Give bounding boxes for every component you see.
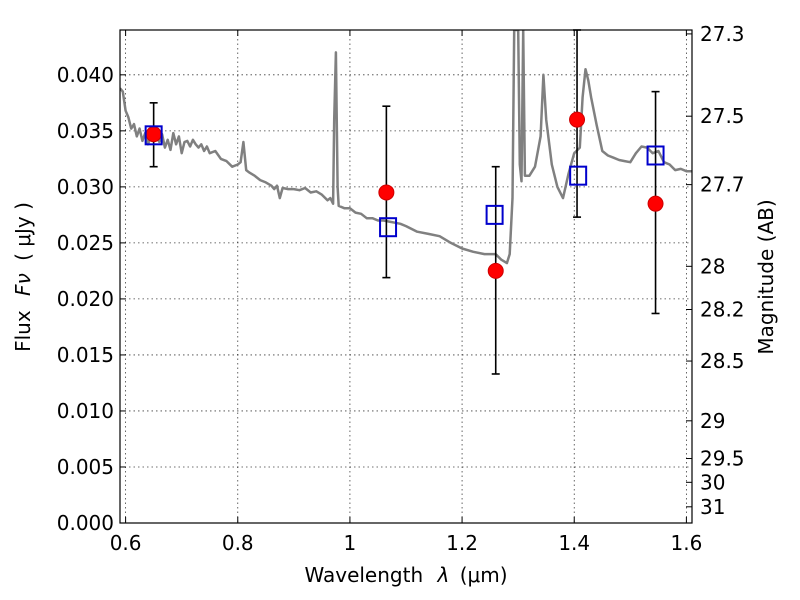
model-point: [379, 217, 398, 238]
y-tick-label: 0.005: [57, 455, 114, 479]
y-axis-label-symbol: Fν: [11, 273, 35, 296]
model-point: [485, 204, 504, 225]
y-tick-label: 0.000: [57, 511, 114, 535]
y2-tick-label: 27.7: [700, 173, 745, 197]
y2-tick-label: 31: [700, 495, 725, 519]
observed-point: [487, 262, 504, 279]
x-axis-label: Wavelength λ (μm): [304, 563, 507, 587]
y-tick-label: 0.010: [57, 399, 114, 423]
y-axis-label: Flux Fν ( μJy ): [11, 202, 35, 352]
y-tick-label: 0.040: [57, 63, 114, 87]
x-tick-label: 1: [344, 531, 357, 555]
y2-tick-label: 28: [700, 254, 725, 278]
y2-tick-label: 28.2: [700, 298, 745, 322]
y2-tick-label: 29.5: [700, 447, 745, 471]
y-tick-label: 0.025: [57, 231, 114, 255]
observed-point: [647, 195, 664, 212]
data-layer: [120, 29, 692, 375]
grid-layer: [120, 30, 692, 524]
plot-frame: [119, 29, 693, 524]
y2-tick-label: 27.3: [700, 22, 745, 46]
x-axis-label-unit: (μm): [460, 563, 508, 587]
tick-layer: 0.6 0.8 1 1.2 1.4 1.6 0.000 0.005 0.010 0.015 0.02…: [57, 22, 745, 555]
model-point: [569, 165, 588, 186]
x-tick-label: 1.4: [558, 531, 590, 555]
y-tick-label: 0.030: [57, 175, 114, 199]
observed-point: [569, 111, 586, 128]
y2-tick-label: 27.5: [700, 104, 745, 128]
y-tick-label: 0.015: [57, 343, 114, 367]
y2-tick-label: 29: [700, 409, 725, 433]
y2-tick-label: 28.5: [700, 349, 745, 373]
model-point: [144, 125, 163, 146]
observed-point: [378, 184, 395, 201]
clipped-data: [120, 30, 692, 265]
x-axis-label-symbol: λ: [437, 563, 450, 587]
y2-tick-label: 30: [700, 470, 725, 494]
observed-point: [145, 126, 162, 143]
x-axis-label-text: Wavelength: [304, 563, 423, 587]
y-tick-label: 0.035: [57, 119, 114, 143]
y-axis-label-text: Flux: [11, 310, 35, 352]
x-tick-label: 1.6: [670, 531, 702, 555]
spectrum-line: [120, 30, 692, 265]
x-tick-label: 1.2: [446, 531, 478, 555]
x-tick-label: 0.6: [110, 531, 142, 555]
y-tick-label: 0.020: [57, 287, 114, 311]
model-point: [646, 145, 665, 166]
y2-axis-label: Magnitude (AB): [754, 199, 778, 354]
x-tick-label: 0.8: [222, 531, 254, 555]
y-axis-label-unit: ( μJy ): [11, 202, 35, 261]
